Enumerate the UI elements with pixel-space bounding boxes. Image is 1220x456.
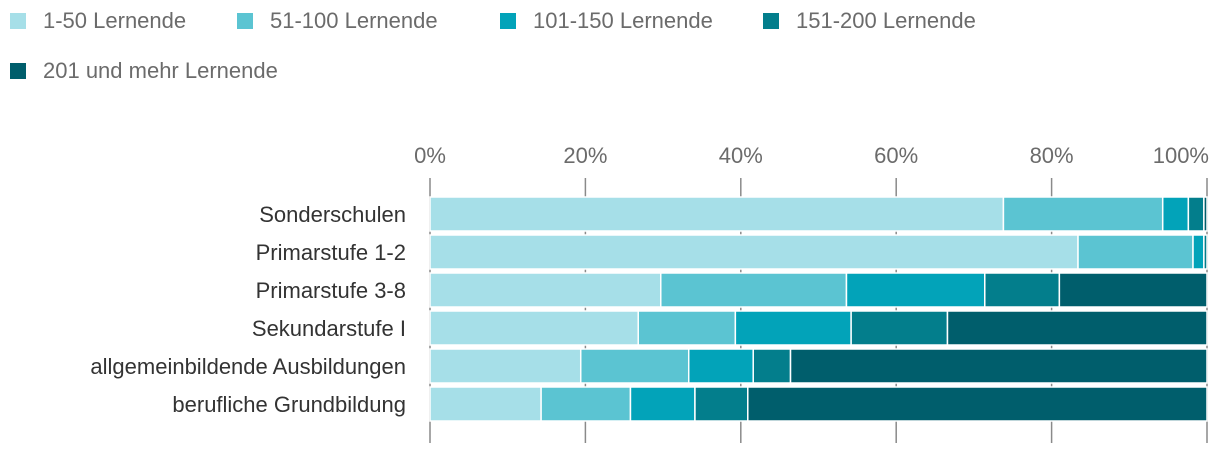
bar-segment	[946, 310, 1208, 346]
bar-segment	[1203, 234, 1208, 270]
legend-label: 201 und mehr Lernende	[43, 58, 278, 83]
x-tick-label: 80%	[1030, 143, 1074, 168]
bar-segment	[752, 348, 792, 384]
legend-label: 151-200 Lernende	[796, 8, 976, 33]
bar-segment	[845, 272, 986, 308]
bar-segment	[429, 386, 542, 422]
legend-item: 201 und mehr Lernende	[10, 58, 278, 84]
bar-segment	[579, 348, 690, 384]
bar-segment	[660, 272, 848, 308]
legend-item: 51-100 Lernende	[237, 8, 438, 34]
legend-label: 1-50 Lernende	[43, 8, 187, 33]
bar-segment	[1203, 196, 1208, 232]
legend-label: 101-150 Lernende	[533, 8, 713, 33]
legend-label: 51-100 Lernende	[270, 8, 438, 33]
category-label: Primarstufe 1-2	[256, 240, 406, 265]
x-tick-label: 60%	[874, 143, 918, 168]
bar-segment	[687, 348, 754, 384]
bar-segment	[734, 310, 852, 346]
category-label: berufliche Grundbildung	[172, 392, 406, 417]
legend-swatch	[763, 13, 779, 29]
bar-segment	[540, 386, 632, 422]
bar-segment	[694, 386, 749, 422]
category-label: allgemeinbildende Ausbildungen	[90, 354, 406, 379]
bar-segment	[1058, 272, 1208, 308]
legend-item: 151-200 Lernende	[763, 8, 976, 34]
x-tick-label: 0%	[414, 143, 446, 168]
bar-segment	[1002, 196, 1164, 232]
bar-segment	[629, 386, 696, 422]
bar-segment	[429, 348, 582, 384]
category-label: Primarstufe 3-8	[256, 278, 406, 303]
bar-segment	[429, 272, 662, 308]
bar-segment	[429, 234, 1079, 270]
category-label: Sekundarstufe I	[252, 316, 406, 341]
legend-swatch	[500, 13, 516, 29]
bar-segment	[984, 272, 1061, 308]
legend-item: 1-50 Lernende	[10, 8, 186, 34]
bar-segment	[637, 310, 737, 346]
bar-segment	[747, 386, 1208, 422]
bar-segment	[1192, 234, 1205, 270]
x-tick-label: 100%	[1153, 143, 1209, 168]
bar-segment	[1187, 196, 1205, 232]
x-tick-label: 20%	[563, 143, 607, 168]
legend-swatch	[10, 13, 26, 29]
bar-segment	[1161, 196, 1190, 232]
legend-item: 101-150 Lernende	[500, 8, 713, 34]
bar-segment	[789, 348, 1208, 384]
bar-segment	[429, 310, 639, 346]
legend-swatch	[237, 13, 253, 29]
x-tick-label: 40%	[719, 143, 763, 168]
legend-swatch	[10, 63, 26, 79]
bar-segment	[850, 310, 949, 346]
bar-segment	[429, 196, 1005, 232]
bar-segment	[1077, 234, 1194, 270]
category-label: Sonderschulen	[259, 202, 406, 227]
